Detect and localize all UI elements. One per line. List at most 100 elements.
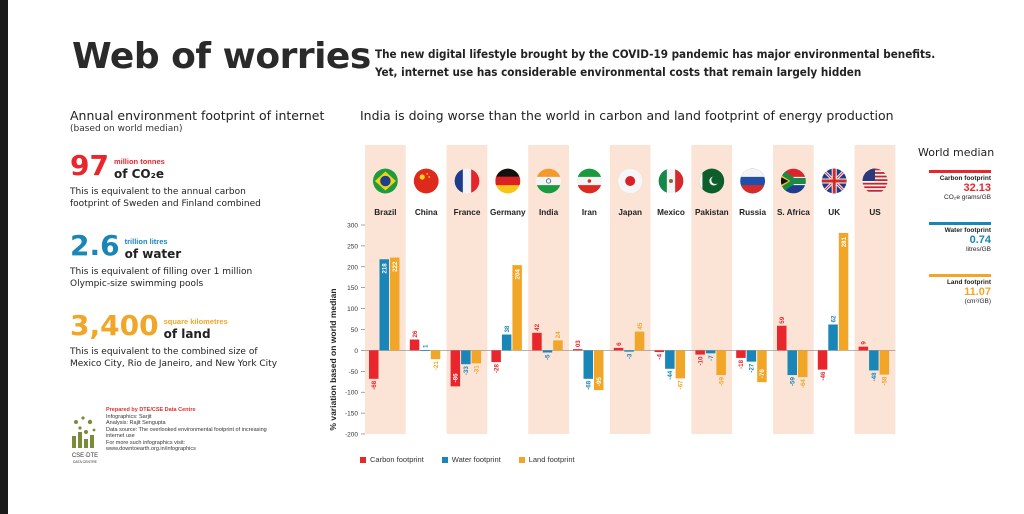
germany-flag-part xyxy=(496,168,520,177)
credits-infographics: Infographics: Sarjit xyxy=(106,413,152,420)
germany-flag-icon xyxy=(495,168,521,194)
india-flag-part xyxy=(536,185,561,194)
legend-label-land: Land footprint xyxy=(528,455,575,464)
legend-label-water: Water footprint xyxy=(451,455,501,464)
world-median-water-value: 0.74 xyxy=(969,234,991,246)
iran-flag-part xyxy=(577,168,602,177)
carbon-bar-12 xyxy=(858,346,869,351)
category-label-12: US xyxy=(869,208,881,217)
carbon-data-label-12: 9 xyxy=(861,341,868,345)
water-data-label-3: 38 xyxy=(504,325,511,332)
us-flag-part xyxy=(862,186,888,189)
y-tick-label: 0 xyxy=(354,348,358,355)
brazil-flag-icon xyxy=(372,168,398,194)
world-median-carbon-unit: CO₂e grams/GB xyxy=(944,194,991,201)
land-data-label-0: 222 xyxy=(392,261,399,272)
china-flag-icon xyxy=(413,168,439,194)
page-subtitle: The new digital lifestyle brought by the… xyxy=(375,45,975,81)
category-label-1: China xyxy=(415,208,438,217)
germany-flag-part xyxy=(495,176,521,186)
iran-flag-part xyxy=(577,185,602,194)
world-median-land-bar xyxy=(929,274,991,277)
carbon-data-label-2: -86 xyxy=(453,373,460,383)
japan-flag-icon xyxy=(617,168,643,194)
land-data-label-6: 45 xyxy=(637,322,644,329)
water-data-label-10: -59 xyxy=(789,377,796,387)
carbon-bar-2 xyxy=(450,350,461,387)
water-data-label-0: 218 xyxy=(381,263,388,274)
water-data-label-7: -44 xyxy=(667,370,674,380)
land-stat-unit: of land xyxy=(163,327,211,341)
footprint-bar-chart: 300 250 200 150 100 50 0 -50 -100 -150 -200 % varia… xyxy=(328,145,896,439)
land-data-label-12: -58 xyxy=(882,376,889,386)
mexico-flag-part xyxy=(675,169,684,193)
south-africa-flag-icon xyxy=(780,168,806,194)
world-median-land-value: 11.07 xyxy=(964,286,991,298)
water-bar-2 xyxy=(461,350,471,365)
carbon-data-label-0: -68 xyxy=(371,380,378,390)
water-data-label-12: -48 xyxy=(871,372,878,382)
water-data-label-5: -68 xyxy=(585,380,592,390)
world-median-water-unit: litres/GB xyxy=(966,246,991,253)
india-flag-icon xyxy=(536,168,562,194)
water-data-label-2: -33 xyxy=(463,366,470,376)
land-bar-6 xyxy=(634,331,645,351)
carbon-bar-7 xyxy=(654,350,665,353)
mexico-flag-part xyxy=(669,179,673,183)
world-median-land-unit: (cm²/GB) xyxy=(964,298,991,305)
carbon-bar-0 xyxy=(369,350,379,379)
water-bar-12 xyxy=(869,350,879,371)
carbon-bar-3 xyxy=(491,350,501,363)
water-data-label-1: 1 xyxy=(422,344,429,348)
south-africa-flag-part xyxy=(780,177,789,185)
category-label-6: Japan xyxy=(618,208,642,217)
y-tick-label: 200 xyxy=(347,264,358,271)
land-bar-1 xyxy=(430,350,441,360)
subtitle-line-1: The new digital lifestyle brought by the… xyxy=(375,47,936,61)
world-median-carbon-bar xyxy=(929,170,991,173)
carbon-data-label-7: -4 xyxy=(657,354,664,360)
chart-title: India is doing worse than the world in c… xyxy=(360,108,894,123)
us-flag-part xyxy=(862,189,888,192)
carbon-data-label-4: 42 xyxy=(534,323,541,330)
y-tick-label: 50 xyxy=(351,327,359,334)
carbon-stat-scale: million tonnes xyxy=(113,157,165,166)
iran-flag-part xyxy=(587,179,592,183)
category-label-0: Brazil xyxy=(374,208,396,217)
world-median-water-bar xyxy=(929,222,991,225)
france-flag-icon xyxy=(454,168,480,194)
world-median-title: World median xyxy=(918,146,995,159)
world-median-carbon-label: Carbon footprint xyxy=(939,175,991,182)
legend-item-water: Water footprint xyxy=(441,455,501,464)
world-median-carbon: Carbon footprint 32.13 CO₂e grams/GB xyxy=(913,170,991,201)
legend-swatch-carbon xyxy=(360,456,366,463)
water-bar-0 xyxy=(379,259,389,351)
water-bar-1 xyxy=(420,349,430,351)
carbon-data-label-6: 6 xyxy=(616,342,623,346)
credits-source: Data source: The overlooked environmenta… xyxy=(106,426,267,440)
carbon-stat: 97 million tonnes of CO₂e This is equiva… xyxy=(70,152,280,210)
russia-flag-part xyxy=(740,185,765,194)
water-stat-unit: of water xyxy=(124,247,182,261)
category-label-2: France xyxy=(454,208,481,217)
legend-label-carbon: Carbon footprint xyxy=(370,455,424,464)
y-tick-label: 300 xyxy=(347,223,358,230)
pakistan-flag-icon xyxy=(699,168,725,194)
land-bar-12 xyxy=(879,350,890,375)
category-label-5: Iran xyxy=(582,208,597,217)
land-data-label-7: -67 xyxy=(678,380,685,390)
credits-prepared: Prepared by DTE/CSE Data Centre xyxy=(106,407,196,413)
category-label-3: Germany xyxy=(490,208,526,217)
india-flag-part xyxy=(536,168,561,177)
land-bar-5 xyxy=(594,350,604,391)
category-label-10: S. Africa xyxy=(777,208,810,217)
land-bar-3 xyxy=(512,265,522,351)
land-stat-value: 3,400 xyxy=(70,309,159,342)
water-data-label-6: -3 xyxy=(626,353,633,359)
left-frame-border xyxy=(0,0,8,514)
china-flag-part xyxy=(428,176,431,178)
carbon-data-label-10: 59 xyxy=(779,316,786,323)
land-data-label-5: -95 xyxy=(596,377,603,387)
y-tick-label: -100 xyxy=(345,390,358,397)
water-bar-3 xyxy=(501,334,512,351)
